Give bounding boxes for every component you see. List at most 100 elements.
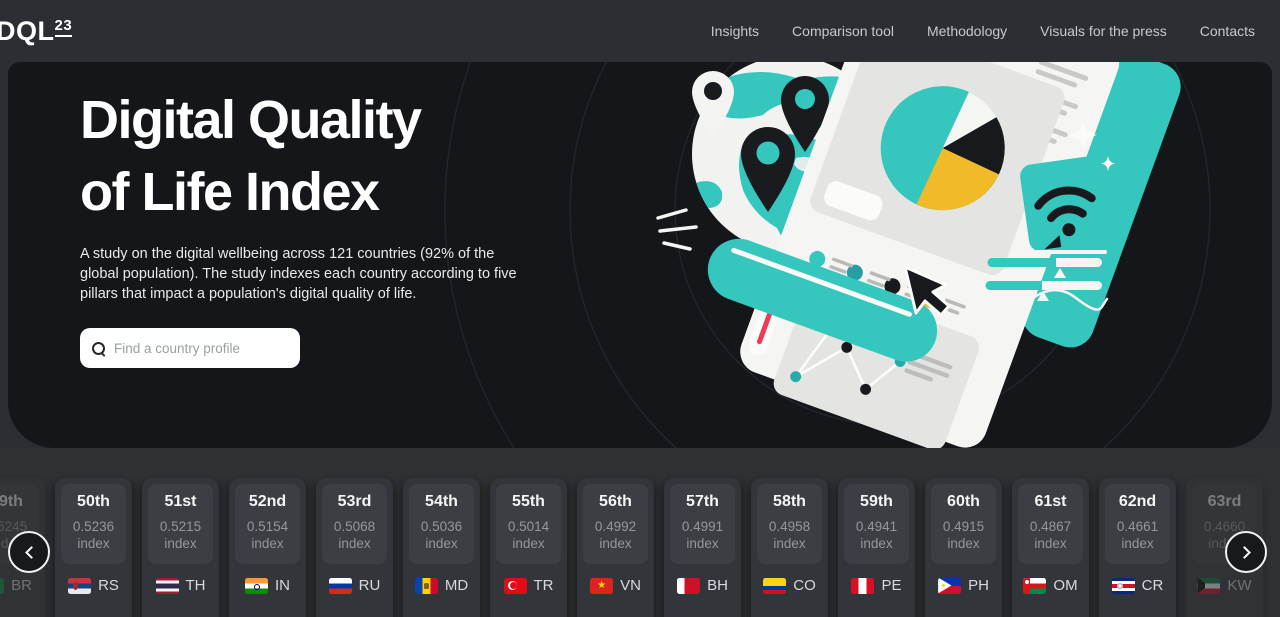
country-code: PE [881,577,902,594]
country-card[interactable]: 50th 0.5236 index RS [55,478,132,617]
country-index-value: 0.5036 [420,519,463,534]
country-card[interactable]: 54th 0.5036 index MD [403,478,480,617]
main-nav: Insights Comparison tool Methodology Vis… [711,23,1255,39]
country-card[interactable]: 60th 0.4915 index PH [925,478,1002,617]
country-rank: 50th [77,493,110,510]
hero-section: Digital Quality of Life Index A study on… [8,62,1272,448]
country-row: RU [316,577,393,594]
country-rank: 52nd [248,493,287,510]
country-code: CR [1141,577,1164,594]
country-code: RS [98,577,119,594]
speed-dashes-decoration [656,208,698,251]
country-rank: 55th [512,493,545,510]
country-rank: 54th [425,493,458,510]
chevron-right-icon [1237,545,1251,559]
nav-item-insights[interactable]: Insights [710,23,760,39]
country-card[interactable]: 56th 0.4992 index VN [577,478,654,617]
carousel-prev-button[interactable] [8,531,50,573]
country-rank: 62nd [1118,493,1157,510]
brand-logo[interactable]: DQL 23 [0,16,73,47]
nav-item-contacts[interactable]: Contacts [1199,23,1255,39]
country-index-value: 0.5236 [72,519,115,534]
country-rank: 53rd [337,493,372,510]
index-label: index [686,536,719,551]
progress-bars [985,250,1107,301]
rank-box: 52nd 0.5154 index [235,484,300,564]
rank-box: 58th 0.4958 index [757,484,822,564]
top-navbar: DQL 23 Insights Comparison tool Methodolo… [0,0,1280,62]
rank-box: 56th 0.4992 index [583,484,648,564]
country-flag [1023,577,1047,594]
country-rank: 49th [0,493,23,510]
index-label: index [512,536,545,551]
sparkle-icon [1069,121,1115,171]
country-flag [155,577,179,594]
country-index-value: 0.4992 [594,519,637,534]
rank-box: 57th 0.4991 index [670,484,735,564]
chevron-left-icon [24,545,38,559]
country-index-value: 0.5068 [333,519,376,534]
rank-box: 54th 0.5036 index [409,484,474,564]
page-title: Digital Quality of Life Index [80,90,422,222]
rank-box: 62nd 0.4661 index [1105,484,1170,564]
country-code: PH [968,577,989,594]
index-label: index [599,536,632,551]
country-flag [677,577,701,594]
index-label: index [77,536,110,551]
country-row: MD [403,577,480,594]
rank-box: 51st 0.5215 index [148,484,213,564]
country-code: BR [11,577,32,594]
country-rank: 56th [599,493,632,510]
nav-item-visuals-for-the-press[interactable]: Visuals for the press [1040,23,1167,39]
hero-description: A study on the digital wellbeing across … [80,246,517,302]
country-flag [414,577,438,594]
carousel-next-button[interactable] [1225,531,1267,573]
country-index-value: 0.5014 [507,519,550,534]
country-index-value: 0.5154 [246,519,289,534]
country-card[interactable]: 61st 0.4867 index OM [1012,478,1089,617]
country-flag [503,577,527,594]
index-label: index [947,536,980,551]
country-row: PH [925,577,1002,594]
search-icon [92,341,105,355]
index-label: index [1121,536,1154,551]
country-card[interactable]: 57th 0.4991 index BH [664,478,741,617]
country-flag [1197,577,1221,594]
country-card[interactable]: 59th 0.4941 index PE [838,478,915,617]
country-row: BH [664,577,741,594]
country-rank: 57th [686,493,719,510]
country-row: PE [838,577,915,594]
country-index-value: 0.4941 [855,519,898,534]
nav-item-methodology[interactable]: Methodology [926,23,1008,39]
country-flag [763,577,787,594]
country-code: TH [185,577,206,594]
search-input[interactable] [114,340,274,356]
country-flag [851,577,875,594]
location-pin-icon [781,76,829,152]
index-label: index [338,536,371,551]
country-search[interactable] [80,328,300,368]
mouse-wire-decoration [942,288,1109,330]
nav-item-comparison-tool[interactable]: Comparison tool [792,23,894,39]
rank-box: 60th 0.4915 index [931,484,996,564]
rank-box: 61st 0.4867 index [1018,484,1083,564]
country-row: OM [1012,577,1089,594]
country-code: VN [620,577,641,594]
country-card[interactable]: 51st 0.5215 index TH [142,478,219,617]
cursor-icon [903,265,951,317]
country-card[interactable]: 52nd 0.5154 index IN [229,478,306,617]
country-card[interactable]: 55th 0.5014 index TR [490,478,567,617]
country-row: TR [490,577,567,594]
country-card[interactable]: 58th 0.4958 index CO [751,478,828,617]
country-card[interactable]: 53rd 0.5068 index RU [316,478,393,617]
pie-chart-icon [810,62,1065,276]
location-pin-icon [692,71,734,138]
scroll-roll-decoration [707,238,938,362]
country-card[interactable]: 62nd 0.4661 index CR [1099,478,1176,617]
country-code: MD [444,577,469,594]
country-code: RU [358,577,381,594]
rank-box: 63rd 0.4660 index [1192,484,1257,564]
country-row: IN [229,577,306,594]
country-row: BR [0,577,45,594]
country-row: TH [142,577,219,594]
